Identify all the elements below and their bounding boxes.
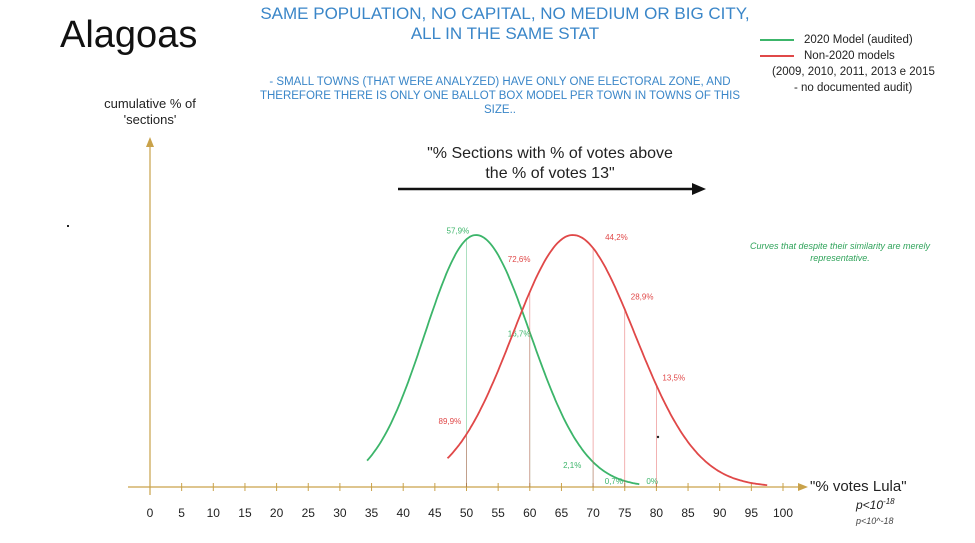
p-value-formatted: p<10-18 [856, 497, 895, 512]
headline: SAME POPULATION, NO CAPITAL, NO MEDIUM O… [260, 4, 750, 43]
legend-swatch-red [760, 55, 794, 57]
data-label: 44,2% [605, 233, 628, 242]
x-tick-label: 5 [178, 506, 185, 520]
stray-dot [656, 435, 660, 439]
y-axis-arrow [146, 137, 154, 147]
data-label: 2,1% [563, 461, 581, 470]
legend: 2020 Model (audited) Non-2020 models (20… [760, 32, 970, 96]
x-tick-label: 80 [650, 506, 664, 520]
data-label: 0,7% [605, 477, 623, 486]
x-tick-label: 100 [773, 506, 793, 520]
p-value: p<10^-18 [856, 516, 894, 526]
data-label: 16,7% [508, 329, 531, 338]
x-tick-label: 40 [397, 506, 411, 520]
curve-non-2020 [446, 234, 768, 486]
x-tick-label: 75 [618, 506, 632, 520]
x-tick-label: 30 [333, 506, 347, 520]
x-tick-label: 95 [745, 506, 759, 520]
x-tick-label: 10 [207, 506, 221, 520]
y-axis-label: cumulative % of 'sections' [104, 96, 196, 127]
x-tick-label: 15 [238, 506, 252, 520]
legend-item-non-2020: Non-2020 models [760, 48, 970, 64]
legend-label: 2020 Model (audited) [804, 34, 913, 46]
legend-detail: (2009, 2010, 2011, 2013 e 2015 [772, 66, 935, 78]
x-tick-label: 35 [365, 506, 379, 520]
data-label: 28,9% [631, 292, 654, 301]
data-label: 13,5% [662, 373, 685, 382]
x-tick-label: 0 [147, 506, 154, 520]
page-title: Alagoas [60, 14, 198, 56]
p-value-exponent: -18 [883, 497, 895, 506]
legend-detail-2: - no documented audit) [794, 82, 913, 94]
p-value-base: p<10 [856, 498, 884, 512]
note: - SMALL TOWNS (THAT WERE ANALYZED) HAVE … [259, 76, 741, 116]
stray-dot [67, 225, 69, 227]
x-tick-label: 60 [523, 506, 537, 520]
x-tick-label: 50 [460, 506, 474, 520]
x-tick-label: 45 [428, 506, 442, 520]
x-tick-label: 70 [586, 506, 600, 520]
data-label: 57,9% [447, 226, 470, 235]
x-tick-label: 25 [302, 506, 316, 520]
x-axis-label: "% votes Lula" [810, 478, 907, 495]
arrow-caption: "% Sections with % of votes above the % … [427, 145, 673, 182]
data-label: 72,6% [508, 255, 531, 264]
data-label: 89,9% [439, 417, 462, 426]
legend-item-2020: 2020 Model (audited) [760, 32, 970, 48]
x-tick-label: 20 [270, 506, 284, 520]
x-tick-label: 90 [713, 506, 727, 520]
direction-arrow-head [692, 183, 706, 195]
legend-swatch-green [760, 39, 794, 41]
x-tick-label: 55 [491, 506, 505, 520]
curve-note: Curves that despite their similarity are… [749, 241, 931, 263]
legend-label: Non-2020 models [804, 50, 895, 62]
curve-2020 [366, 234, 640, 486]
x-tick-label: 85 [681, 506, 695, 520]
x-axis-arrow [798, 483, 808, 491]
x-tick-label: 65 [555, 506, 569, 520]
data-label: 0% [646, 477, 658, 486]
